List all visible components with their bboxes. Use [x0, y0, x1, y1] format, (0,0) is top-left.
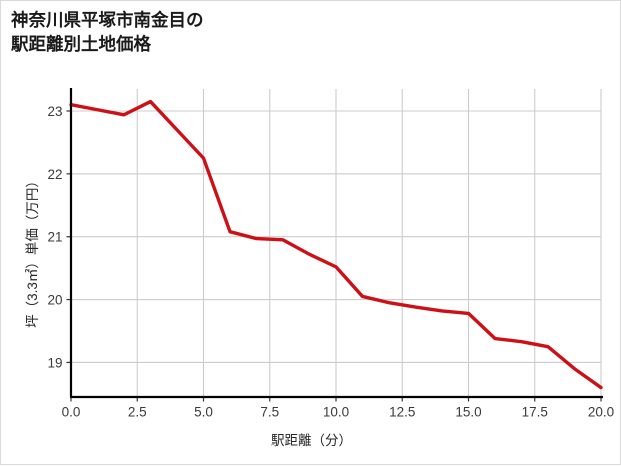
x-tick-label: 7.5: [260, 405, 279, 420]
y-tick-label: 22: [47, 167, 62, 182]
y-axis-label: 坪（3.3㎡）単価（万円）: [25, 174, 40, 328]
x-tick-labels: 0.0 2.5 5.0 7.5 10.0 12.5 15.0 17.5 20.0: [62, 405, 615, 420]
x-tick-label: 15.0: [455, 405, 481, 420]
y-tick-labels: 19 20 21 22 23: [47, 104, 62, 370]
y-tick-label: 20: [47, 293, 62, 308]
x-tick-label: 2.5: [128, 405, 147, 420]
gridlines-group: [70, 89, 602, 397]
chart-title: 神奈川県平塚市南金目の 駅距離別土地価格: [11, 10, 204, 54]
x-tick-label: 0.0: [62, 405, 81, 420]
x-tick-label: 10.0: [323, 405, 349, 420]
data-series-group: [69, 99, 603, 390]
y-tick-label: 21: [47, 230, 62, 245]
axis-spines: [69, 88, 603, 399]
data-line: [69, 99, 603, 390]
x-tick-label: 5.0: [194, 405, 213, 420]
x-tick-label: 12.5: [389, 405, 415, 420]
y-tick-label: 19: [47, 355, 62, 370]
x-tick-label: 17.5: [522, 405, 548, 420]
x-tick-label: 20.0: [588, 405, 614, 420]
y-tick-label: 23: [47, 104, 62, 119]
x-axis-label: 駅距離（分）: [271, 433, 352, 448]
